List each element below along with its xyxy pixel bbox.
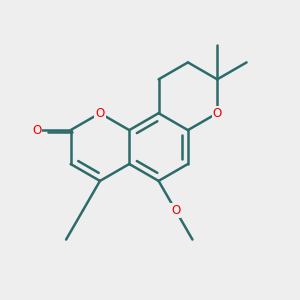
Text: O: O — [95, 107, 105, 120]
Text: O: O — [213, 107, 222, 120]
Text: O: O — [32, 124, 41, 136]
Text: O: O — [171, 204, 180, 217]
